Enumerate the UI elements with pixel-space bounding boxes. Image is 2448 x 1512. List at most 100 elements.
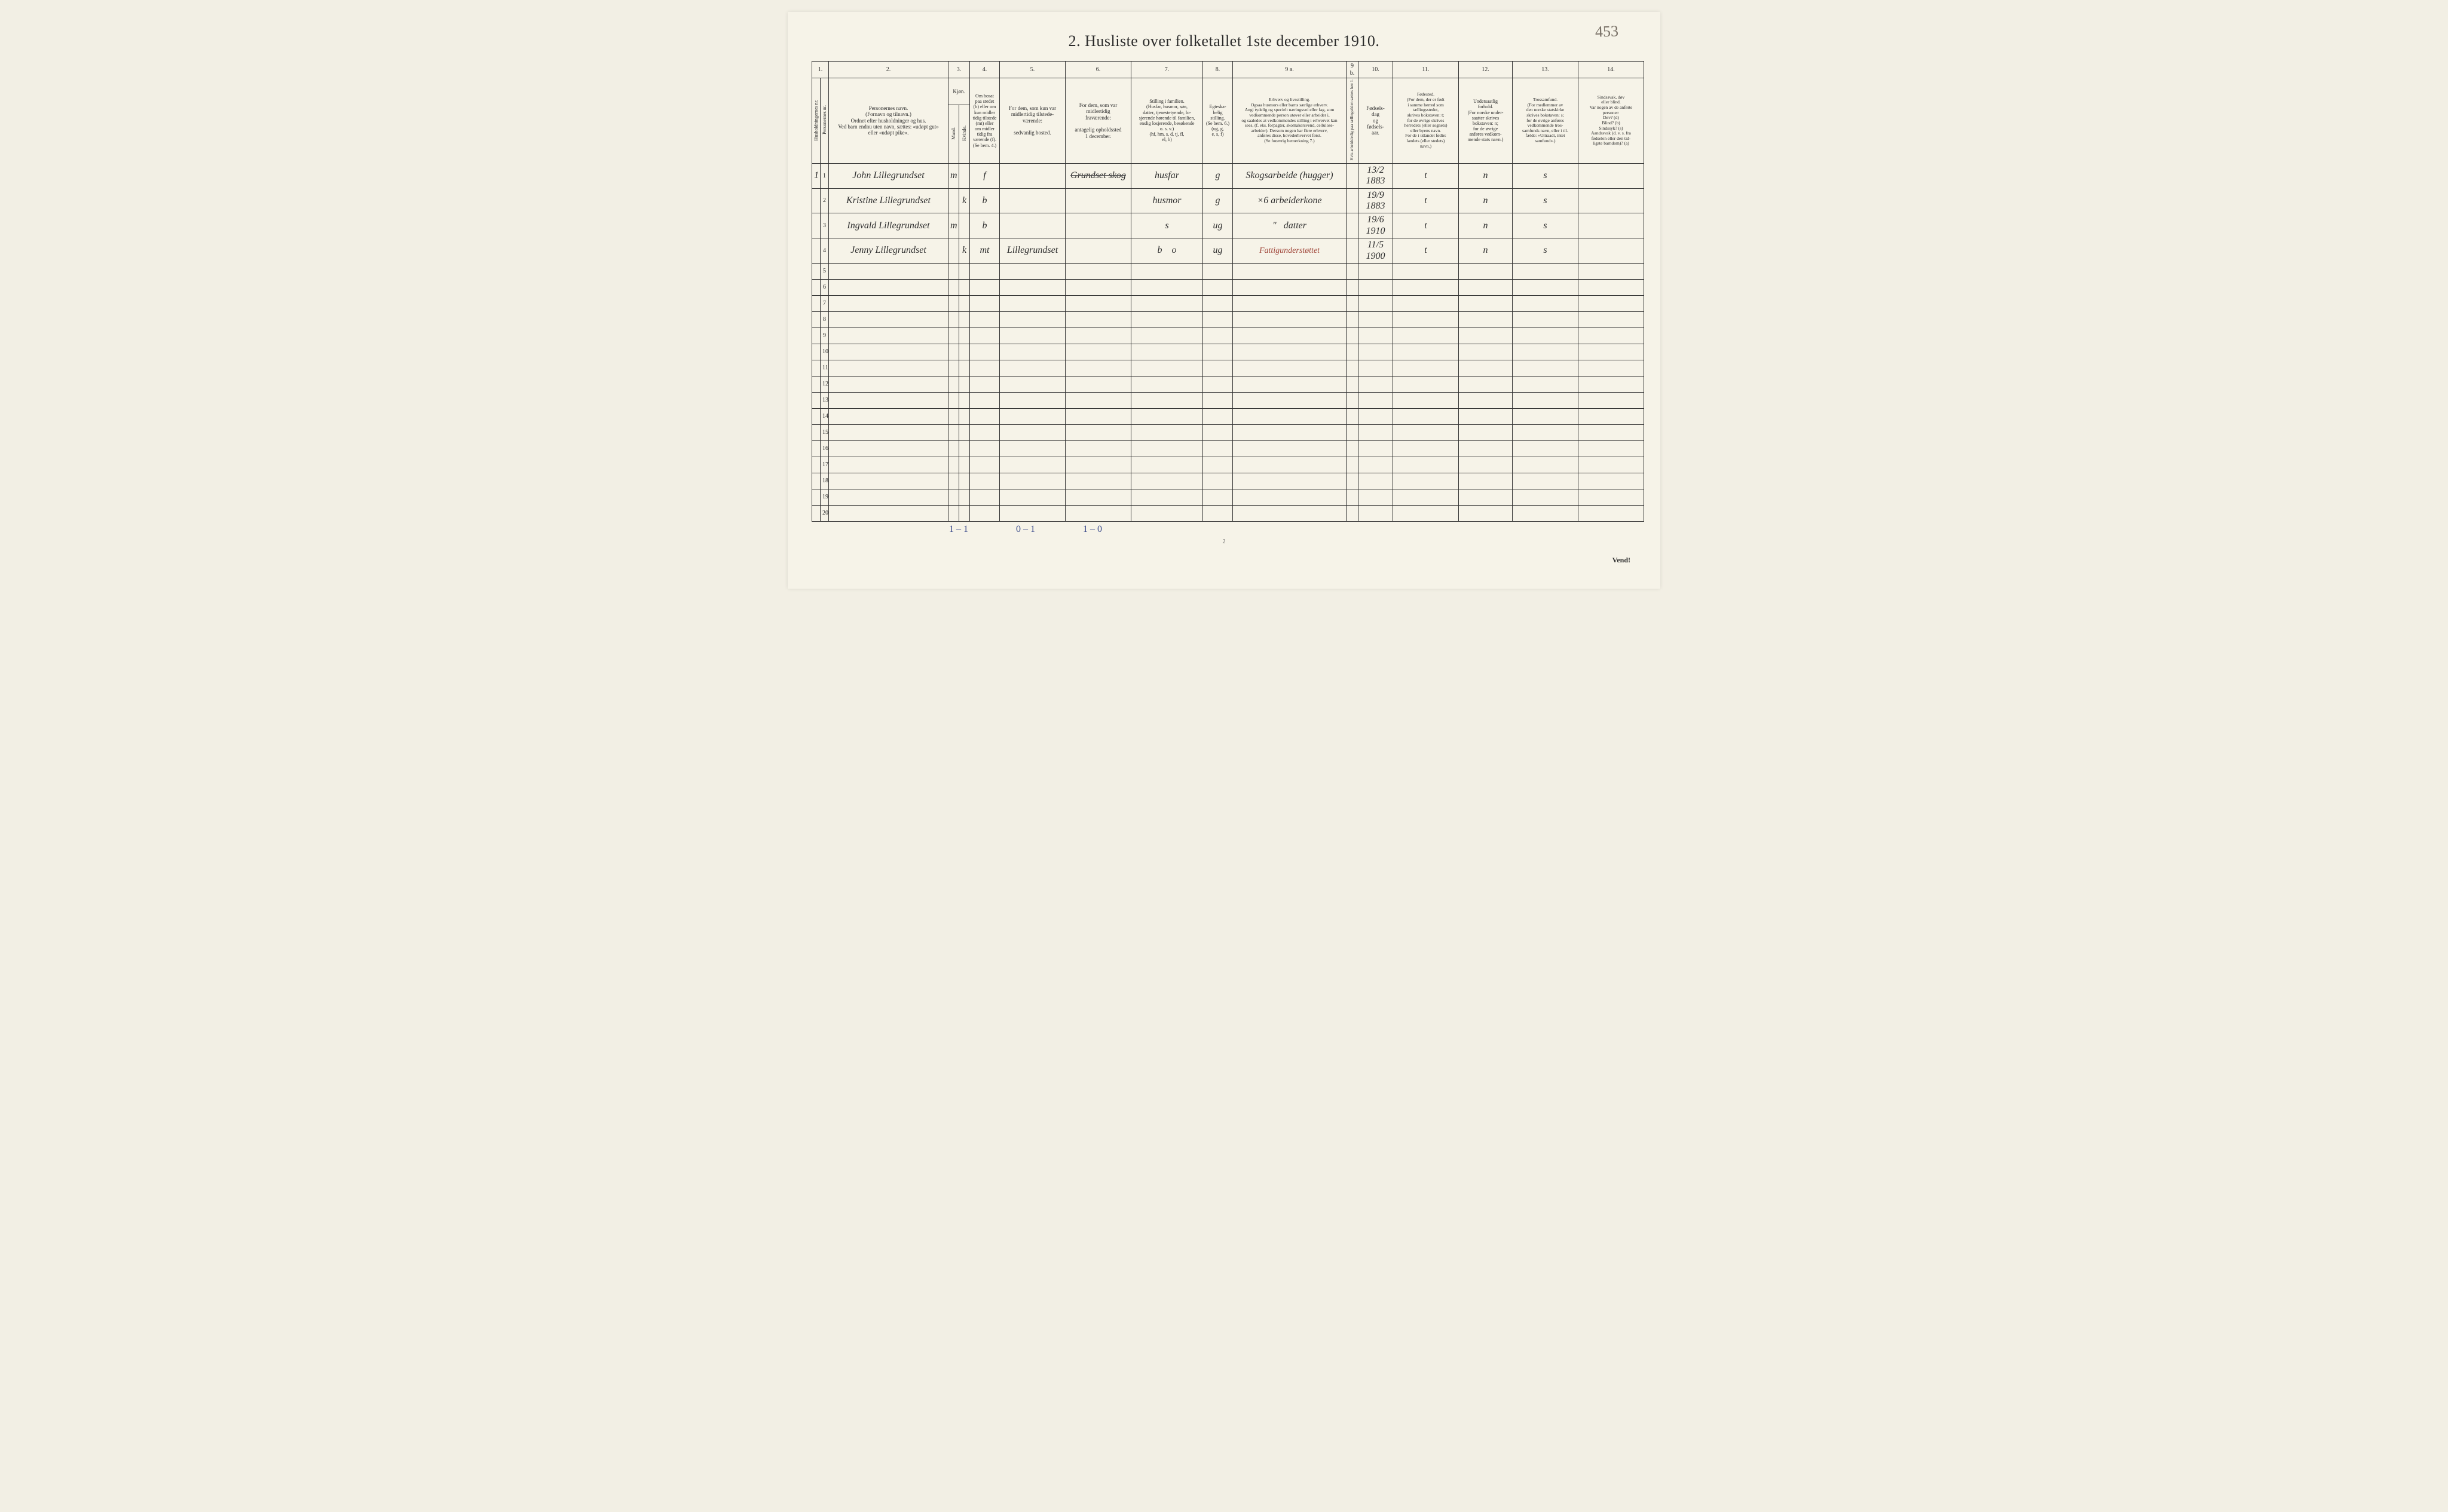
cell-empty [1578, 392, 1644, 408]
cell-person-nr: 19 [821, 489, 829, 505]
cell-household-nr [812, 473, 821, 489]
cell-empty [1233, 424, 1347, 440]
cell-empty [1347, 279, 1358, 295]
cell-household-nr [812, 505, 821, 521]
cell-empty [1233, 279, 1347, 295]
cell-empty [1203, 408, 1233, 424]
page-title: 2. Husliste over folketallet 1ste decemb… [812, 32, 1636, 50]
cell-empty [959, 489, 970, 505]
header-col7: Stilling i familien. (Husfar, husmor, sø… [1131, 78, 1203, 164]
cell-empty [1393, 392, 1459, 408]
cell-household-nr: 1 [812, 163, 821, 188]
cell-empty [1578, 263, 1644, 279]
cell-absent-location [1066, 213, 1131, 238]
cell-empty [948, 376, 959, 392]
cell-empty [1347, 376, 1358, 392]
cell-empty [1459, 279, 1513, 295]
cell-9b [1347, 188, 1358, 213]
cell-empty [1203, 263, 1233, 279]
cell-empty [1203, 376, 1233, 392]
cell-empty [829, 473, 948, 489]
cell-empty [1459, 392, 1513, 408]
cell-occupation: Skogsarbeide (hugger) [1233, 163, 1347, 188]
cell-household-nr [812, 408, 821, 424]
cell-person-nr: 13 [821, 392, 829, 408]
cell-empty [1459, 295, 1513, 311]
cell-empty [1358, 376, 1393, 392]
census-body: 11John LillegrundsetmfGrundset skoghusfa… [812, 163, 1644, 521]
cell-empty [1578, 328, 1644, 344]
cell-empty [970, 473, 1000, 489]
cell-9b [1347, 163, 1358, 188]
cell-empty [1066, 505, 1131, 521]
table-row: 12 [812, 376, 1644, 392]
cell-empty [1358, 295, 1393, 311]
table-row: 10 [812, 344, 1644, 360]
cell-empty [1131, 328, 1203, 344]
cell-empty [1000, 473, 1066, 489]
cell-occupation: ×6 arbeiderkone [1233, 188, 1347, 213]
cell-empty [959, 328, 970, 344]
cell-birth: 19/9 1883 [1358, 188, 1393, 213]
cell-sex-m [948, 188, 959, 213]
table-row: 14 [812, 408, 1644, 424]
cell-empty [1203, 279, 1233, 295]
cell-name: Ingvald Lillegrundset [829, 213, 948, 238]
cell-empty [1513, 360, 1578, 376]
cell-empty [1203, 344, 1233, 360]
cell-empty [1513, 408, 1578, 424]
table-row: 5 [812, 263, 1644, 279]
cell-14 [1578, 188, 1644, 213]
cell-empty [948, 344, 959, 360]
cell-empty [1578, 489, 1644, 505]
table-row: 18 [812, 473, 1644, 489]
tally-1: 1 – 1 [949, 524, 968, 535]
header-col8: Egteska- belig stilling. (Se bem. 6.) (u… [1203, 78, 1233, 164]
cell-birthplace: t [1393, 188, 1459, 213]
cell-empty [1066, 408, 1131, 424]
cell-empty [1578, 408, 1644, 424]
cell-sex-k [959, 163, 970, 188]
cell-birth: 13/2 1883 [1358, 163, 1393, 188]
cell-usual-residence: Lillegrundset [1000, 238, 1066, 264]
cell-empty [829, 489, 948, 505]
cell-empty [1203, 489, 1233, 505]
cell-empty [1066, 360, 1131, 376]
cell-empty [1203, 457, 1233, 473]
cell-empty [948, 360, 959, 376]
cell-empty [1066, 473, 1131, 489]
cell-empty [970, 457, 1000, 473]
cell-empty [1066, 440, 1131, 457]
vend-label: Vend! [812, 556, 1636, 565]
cell-empty [1131, 295, 1203, 311]
cell-empty [1393, 473, 1459, 489]
cell-empty [1358, 263, 1393, 279]
cell-empty [1066, 489, 1131, 505]
cell-family-position: b o [1131, 238, 1203, 264]
cell-household-nr [812, 392, 821, 408]
cell-empty [1000, 295, 1066, 311]
cell-empty [948, 440, 959, 457]
cell-empty [1578, 360, 1644, 376]
cell-empty [1578, 440, 1644, 457]
cell-empty [1203, 392, 1233, 408]
cell-empty [1358, 328, 1393, 344]
cell-empty [1393, 328, 1459, 344]
cell-empty [959, 424, 970, 440]
table-row: 13 [812, 392, 1644, 408]
cell-empty [1131, 263, 1203, 279]
cell-empty [1347, 408, 1358, 424]
cell-empty [959, 376, 970, 392]
cell-marital: ug [1203, 213, 1233, 238]
cell-person-nr: 12 [821, 376, 829, 392]
cell-empty [829, 295, 948, 311]
cell-household-nr [812, 376, 821, 392]
cell-empty [970, 311, 1000, 328]
cell-household-nr [812, 213, 821, 238]
header-col6: For dem, som var midlertidig fraværende:… [1066, 78, 1131, 164]
cell-marital: g [1203, 163, 1233, 188]
cell-person-nr: 20 [821, 505, 829, 521]
cell-empty [1513, 505, 1578, 521]
header-row: Husholdningernes nr. Personernes nr. Per… [812, 78, 1644, 105]
cell-empty [1393, 408, 1459, 424]
